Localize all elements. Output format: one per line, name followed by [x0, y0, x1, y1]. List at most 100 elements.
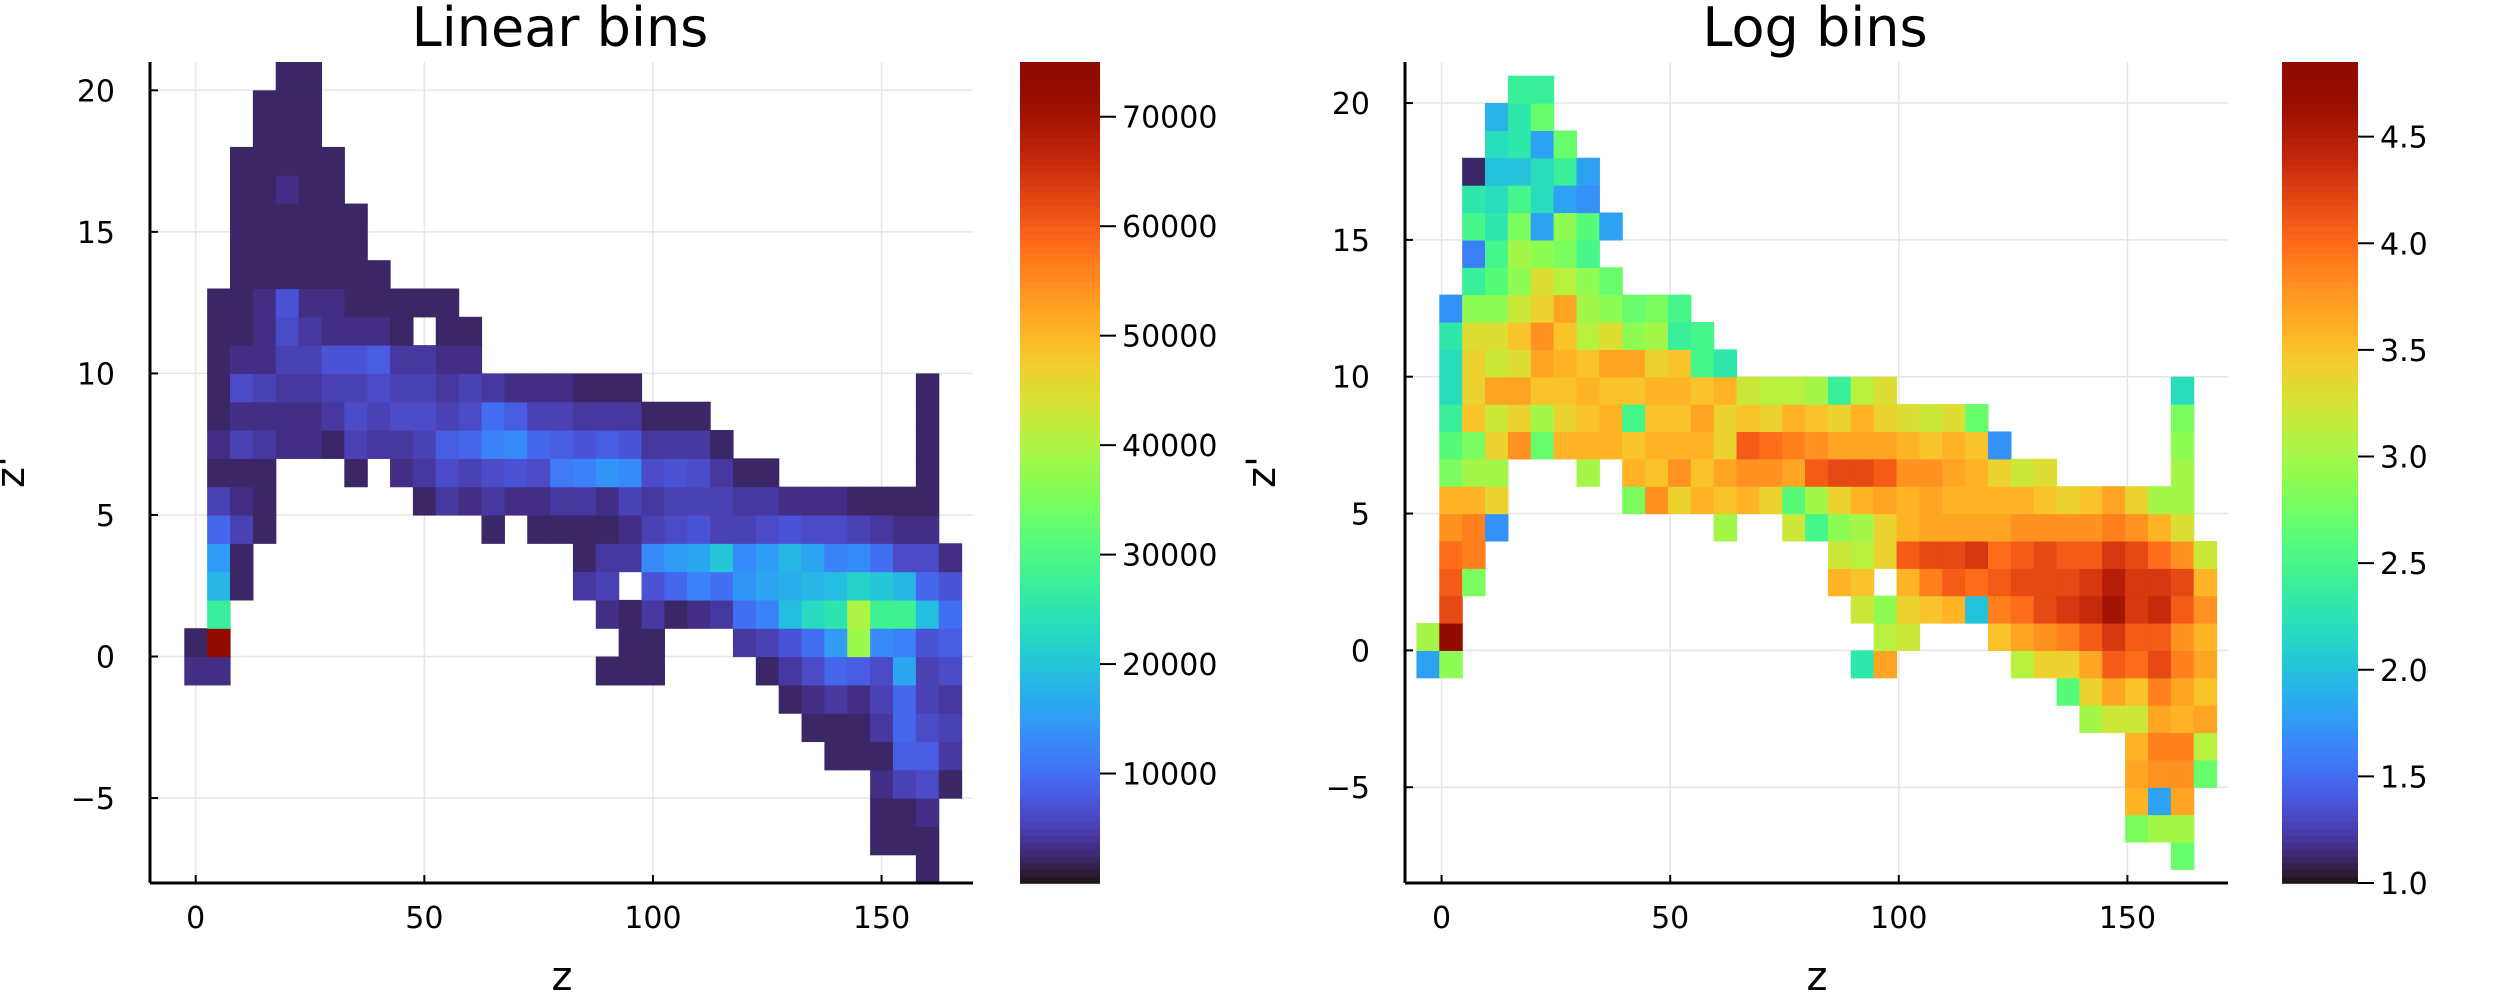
heatmap-cell: [664, 458, 688, 488]
heatmap-cell: [2170, 376, 2195, 405]
colorbar-segment: [2282, 561, 2358, 570]
heatmap-cell: [1713, 376, 1738, 405]
heatmap-cell: [298, 118, 323, 148]
colorbar-tick-label: 60000: [1122, 210, 1217, 245]
heatmap-cell: [595, 373, 620, 403]
heatmap-cell: [824, 599, 848, 629]
heatmap-cell: [572, 401, 597, 431]
heatmap-cell: [481, 514, 505, 544]
heatmap-cell: [1667, 458, 1692, 487]
y-tick-label: 20: [77, 74, 115, 109]
colorbar-segment: [2282, 82, 2358, 91]
heatmap-cell: [2056, 568, 2081, 597]
heatmap-cell: [2125, 705, 2149, 734]
heatmap-cell: [252, 401, 277, 431]
heatmap-cell: [1782, 486, 1806, 515]
heatmap-cell: [595, 571, 620, 601]
colorbar-segment: [2282, 171, 2358, 180]
heatmap-cell: [1896, 623, 1920, 651]
heatmap-cell: [1690, 321, 1715, 350]
colorbar-segment: [1020, 732, 1100, 741]
heatmap-cell: [1896, 595, 1920, 624]
colorbar-segment: [1020, 623, 1100, 631]
heatmap-cell: [732, 571, 757, 601]
y-ticks: −5 0 5 10 15 20: [71, 74, 158, 817]
heatmap-cell: [2102, 486, 2126, 515]
heatmap-cell: [298, 90, 323, 120]
heatmap-cell: [321, 401, 345, 431]
heatmap-cell: [824, 543, 848, 573]
heatmap-cell: [1942, 513, 1966, 542]
colorbar-segment: [1020, 575, 1100, 583]
heatmap-cell: [915, 373, 940, 403]
colorbar-tick-label: 50000: [1122, 320, 1217, 355]
heatmap-cell: [1827, 540, 1852, 569]
heatmap-cell: [1942, 595, 1966, 624]
heatmap-cell: [1896, 458, 1920, 487]
heatmap-cell: [1645, 486, 1669, 515]
colorbar-segment: [2282, 321, 2358, 330]
colorbar-segment: [2282, 150, 2358, 159]
heatmap-cell: [1485, 513, 1509, 542]
colorbar-segment: [2282, 814, 2358, 823]
heatmap-cell: [687, 599, 711, 629]
colorbar-segment: [2282, 677, 2358, 686]
heatmap-cell: [1827, 404, 1852, 433]
heatmap-cell: [1850, 486, 1875, 515]
heatmap-cell: [732, 599, 757, 629]
heatmap-cell: [664, 543, 688, 573]
colorbar-tick-label: 2.5: [2380, 547, 2428, 582]
colorbar-segment: [2282, 855, 2358, 864]
heatmap-cell: [1873, 431, 1898, 460]
heatmap-cell: [1553, 349, 1578, 378]
heatmap-cell: [1690, 458, 1715, 487]
colorbar-segment: [2282, 527, 2358, 535]
colorbar-segment: [1020, 711, 1100, 720]
heatmap-cell: [938, 741, 963, 771]
heatmap-cell: [892, 713, 917, 743]
heatmap-cell: [1919, 513, 1943, 542]
heatmap-cell: [1507, 431, 1532, 460]
heatmap-cell: [2147, 732, 2172, 761]
colorbar-segment: [2282, 116, 2358, 125]
heatmap-cell: [824, 486, 848, 516]
heatmap-cell: [2102, 540, 2126, 569]
heatmap-cell: [778, 514, 803, 544]
heatmap-cell: [870, 826, 894, 856]
heatmap-cell: [1805, 404, 1829, 433]
colorbar-segment: [1020, 445, 1100, 453]
colorbar-segment: [1020, 794, 1100, 802]
colorbar-segment: [1020, 157, 1100, 166]
heatmap-cell: [1919, 404, 1943, 433]
heatmap-cell: [1599, 294, 1623, 323]
heatmap-cell: [1827, 431, 1852, 460]
colorbar-segment: [2282, 253, 2358, 262]
colorbar-tick-label: 30000: [1122, 539, 1217, 574]
heatmap-cell: [207, 571, 231, 601]
heatmap-cell: [298, 203, 323, 233]
colorbar-segment: [2282, 417, 2358, 426]
heatmap-cell: [207, 628, 231, 658]
heatmap-cell: [458, 401, 483, 431]
heatmap-cell: [1987, 513, 2012, 542]
heatmap-cell: [2033, 540, 2058, 569]
heatmap-cell: [641, 401, 665, 431]
colorbar-segment: [2282, 705, 2358, 713]
heatmap-cell: [1896, 404, 1920, 433]
heatmap-cell: [298, 401, 323, 431]
colorbar-segment: [1020, 855, 1100, 864]
heatmap-cell: [1507, 267, 1532, 296]
colorbar-tick-label: 10000: [1122, 758, 1217, 793]
heatmap-cell: [1439, 458, 1463, 487]
heatmap-cell: [2125, 595, 2149, 624]
heatmap-cell: [618, 599, 643, 629]
colorbar-segment: [2282, 280, 2358, 289]
heatmap-cell: [2193, 677, 2218, 706]
heatmap-cell: [390, 345, 414, 375]
heatmap-cell: [1530, 212, 1555, 241]
heatmap-cell: [847, 656, 871, 686]
colorbar-segment: [2282, 157, 2358, 166]
heatmap-cell: [230, 430, 254, 459]
heatmap-cell: [1576, 212, 1600, 241]
